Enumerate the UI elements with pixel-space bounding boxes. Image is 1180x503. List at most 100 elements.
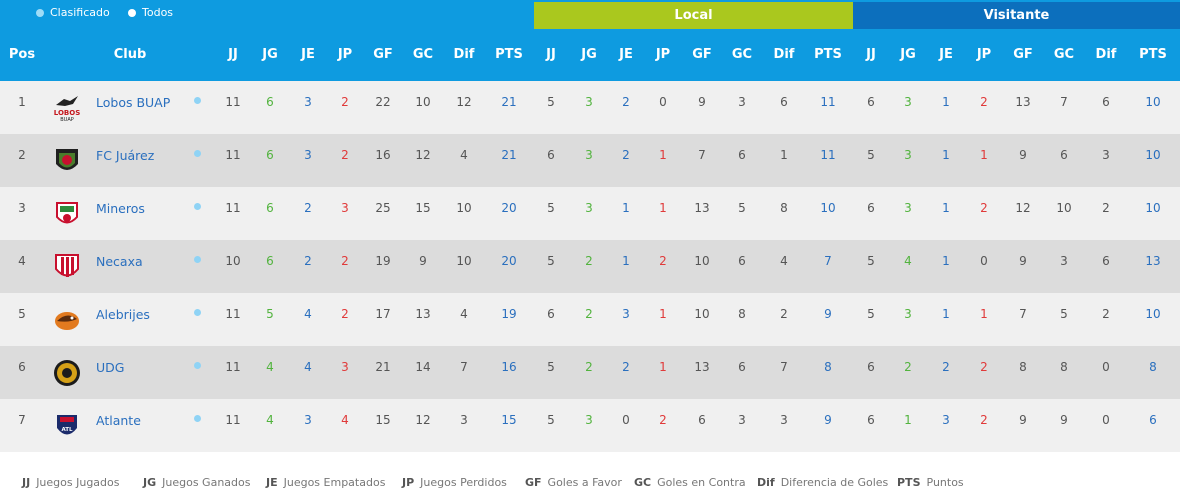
stat-cell: 17 [375,307,391,321]
header-col-5: GC [412,47,434,62]
club-name-link[interactable]: Necaxa [96,254,143,269]
stat-cell: 5 [1060,307,1068,321]
stat-cell: 2 [904,360,912,374]
header-col-10: JE [619,47,633,62]
stat-cell: 5 [867,148,875,162]
stat-cell: 0 [622,413,630,427]
glossary-abbr: Dif [757,476,775,489]
filter-clasificado[interactable]: Clasificado [36,6,110,19]
stat-cell: 9 [824,413,832,427]
qualified-dot-icon [194,309,201,316]
stat-cell: 2 [942,360,950,374]
stat-cell: 3 [304,95,312,109]
club-name-link[interactable]: UDG [96,360,125,375]
header-col-6: Dif [453,47,475,62]
qualified-dot-icon [194,203,201,210]
glossary-text: Goles a Favor [547,476,622,489]
header-col-16: JJ [866,47,876,62]
stat-cell: 4 [904,254,912,268]
header-col-11: JP [655,47,671,62]
header-col-23: PTS [1139,47,1167,62]
necaxa-crest-icon[interactable] [53,252,81,282]
stat-cell: 21 [501,148,517,162]
table-row[interactable]: 6 UDG 11 4 4 3 21 14 7 16 5 2 2 1 13 6 7 8 6 2 2 2 8 8 0 8 [0,346,1180,399]
stat-cell: 6 [738,254,746,268]
stat-cell: 11 [820,148,836,162]
club-name-link[interactable]: Mineros [96,201,145,216]
stat-cell: 1 [659,307,667,321]
stat-cell: 3 [585,413,593,427]
stat-cell: 2 [304,201,312,215]
stat-cell: 1 [622,254,630,268]
stat-cell: 13 [415,307,431,321]
table-row[interactable]: 5 Alebrijes 11 5 4 2 17 13 4 19 6 2 3 1 10 8 2 9 5 3 1 1 7 5 2 10 [0,293,1180,346]
header-col-12: GF [692,47,712,62]
glossary-abbr: PTS [897,476,921,489]
alebrijes-crest-icon[interactable] [53,305,81,335]
stat-cell: 21 [375,360,391,374]
stat-cell: 1 [659,201,667,215]
atlante-crest-icon[interactable]: ATL [53,411,81,441]
table-row[interactable]: 3 Mineros 11 6 2 3 25 15 10 20 5 3 1 1 13 5 8 10 6 3 1 2 12 10 2… [0,187,1180,240]
filter-todos[interactable]: Todos [128,6,173,19]
fc-juarez-crest-icon[interactable] [53,146,81,176]
stat-cell: 11 [225,148,241,162]
stat-cell: 2 [341,254,349,268]
stat-cell: 6 [266,148,274,162]
stat-cell: 6 [698,413,706,427]
glossary-abbr: JJ [22,476,31,489]
header-col-2: JE [301,47,315,62]
header-col-17: JG [900,47,916,62]
stat-cell: 7 [698,148,706,162]
table-row[interactable]: 4 Necaxa 10 6 2 2 19 9 10 20 5 2 1 2 10 6 4 7 5 4 1 0 9 3 6 13 [0,240,1180,293]
stat-cell: 4 [266,413,274,427]
club-name-link[interactable]: Alebrijes [96,307,150,322]
stat-cell: 19 [501,307,517,321]
lobos-buap-crest-icon[interactable]: LOBOS BUAP [53,93,81,123]
stat-cell: 5 [547,413,555,427]
stat-cell: 7 [780,360,788,374]
table-row[interactable]: 1 LOBOS BUAP Lobos BUAP 11 6 3 2 22 10 12 21 5 3 2 0 9 3 6… [0,81,1180,134]
club-name-link[interactable]: Lobos BUAP [96,95,171,110]
stat-cell: 2 [585,307,593,321]
stat-cell: 3 [585,201,593,215]
stat-cell: 10 [225,254,241,268]
glossary-abbr: JP [402,476,415,489]
stat-cell: 2 [1102,201,1110,215]
stat-cell: 2 [622,360,630,374]
stat-cell: 3 [304,148,312,162]
stat-cell: 6 [1102,254,1110,268]
header-col-3: JP [337,47,353,62]
position-cell: 1 [18,95,26,109]
stat-cell: 4 [341,413,349,427]
stat-cell: 3 [622,307,630,321]
udg-crest-icon[interactable] [53,358,81,388]
stat-cell: 9 [1019,254,1027,268]
stat-cell: 16 [375,148,391,162]
stat-cell: 7 [1060,95,1068,109]
stat-cell: 11 [225,413,241,427]
position-cell: 7 [18,413,26,427]
club-name-link[interactable]: Atlante [96,413,141,428]
table-row[interactable]: 2 FC Juárez 11 6 3 2 16 12 4 21 6 3 2 1 7 6 1 11 5 3 1 1 9 6 3 10 [0,134,1180,187]
table-row[interactable]: 7 ATL Atlante 11 4 3 4 15 12 3 15 5 3 0 2 6 3 3 9 6 1 3 2 9 9 0 6 [0,399,1180,452]
stat-cell: 12 [415,148,431,162]
stat-cell: 11 [820,95,836,109]
mineros-crest-icon[interactable] [53,199,81,229]
stat-cell: 9 [824,307,832,321]
glossary-abbr: GF [525,476,542,489]
stat-cell: 11 [225,307,241,321]
stat-cell: 10 [1145,201,1161,215]
stat-cell: 2 [622,95,630,109]
club-name-link[interactable]: FC Juárez [96,148,155,163]
stat-cell: 3 [904,148,912,162]
stat-cell: 3 [738,95,746,109]
stat-cell: 13 [1145,254,1161,268]
stat-cell: 4 [780,254,788,268]
glossary-item: GC Goles en Contra [634,476,746,489]
header-col-20: GF [1013,47,1033,62]
stat-cell: 1 [942,95,950,109]
stat-cell: 2 [622,148,630,162]
stat-cell: 15 [501,413,517,427]
stat-cell: 13 [694,360,710,374]
